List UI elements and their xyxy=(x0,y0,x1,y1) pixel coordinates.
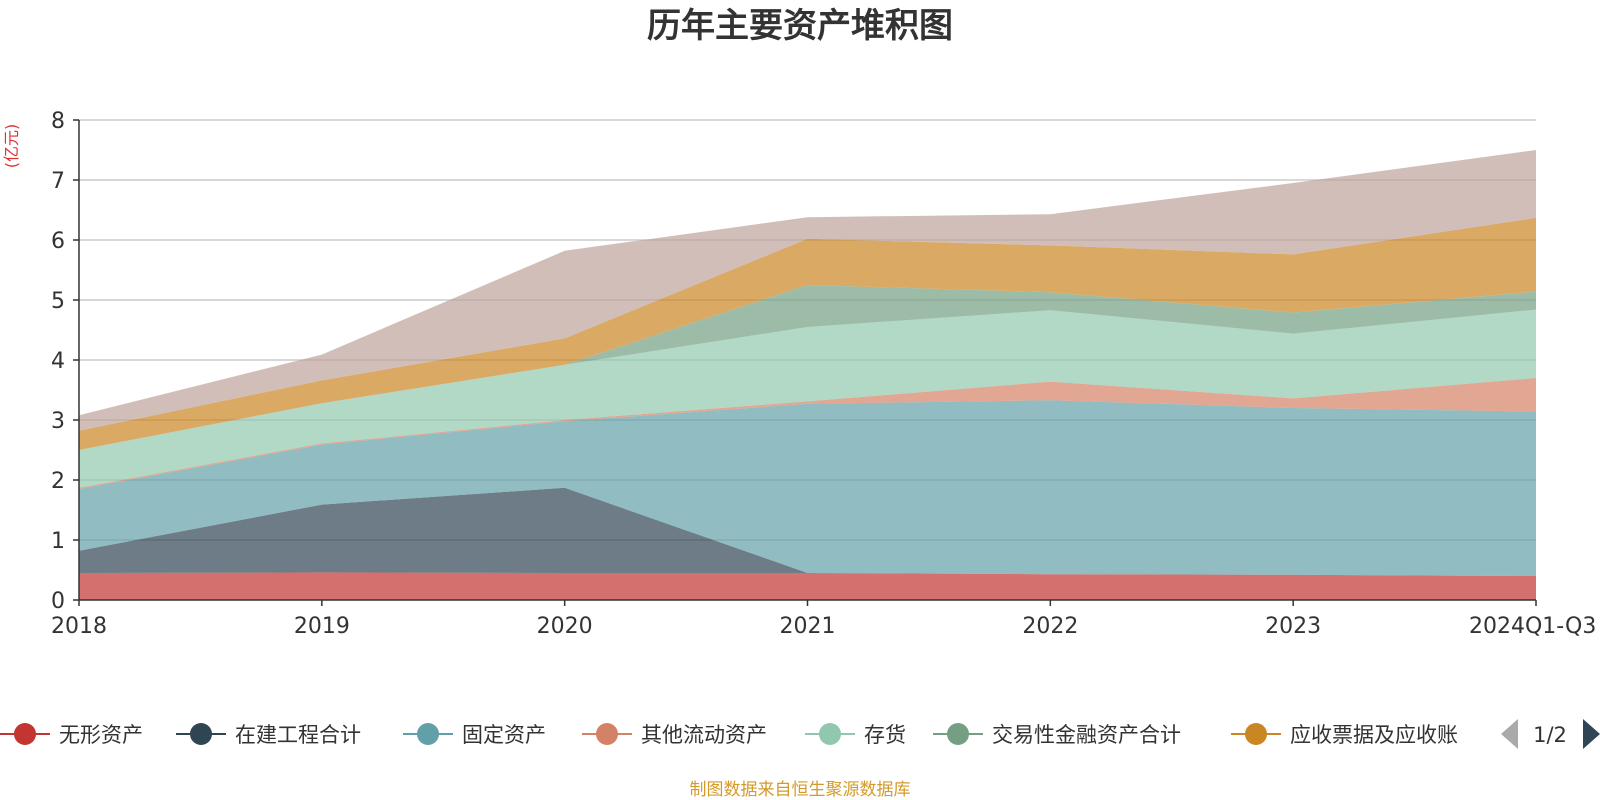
y-tick-label: 2 xyxy=(51,469,65,494)
axes: 0 1 2 3 4 5 6 7 8 2018 2019 2020 2021 2022 2023 2024Q1-… xyxy=(51,109,1596,639)
legend-label: 在建工程合计 xyxy=(235,723,361,747)
y-tick-label: 8 xyxy=(51,109,65,134)
legend-label: 存货 xyxy=(864,723,906,747)
legend-item[interactable]: 应收票据及应收账 xyxy=(1231,723,1458,747)
y-tick-label: 6 xyxy=(51,229,65,254)
legend-marker xyxy=(1245,723,1267,745)
legend-label: 无形资产 xyxy=(59,723,143,747)
legend-label: 应收票据及应收账 xyxy=(1290,723,1458,747)
legend-label: 固定资产 xyxy=(462,723,546,747)
y-tick-label: 0 xyxy=(51,589,65,614)
legend-marker xyxy=(947,723,969,745)
area-series-2[interactable] xyxy=(79,400,1536,576)
legend-marker xyxy=(14,723,36,745)
x-tick-label: 2018 xyxy=(51,614,107,639)
legend-item[interactable]: 固定资产 xyxy=(403,723,546,747)
legend-item[interactable]: 交易性金融资产合计 xyxy=(933,723,1181,747)
legend-marker xyxy=(819,723,841,745)
x-tick-label: 2022 xyxy=(1022,614,1078,639)
legend-page-indicator: 1/2 xyxy=(1533,723,1567,747)
legend-item[interactable]: 无形资产 xyxy=(0,723,143,747)
area-series-0[interactable] xyxy=(79,572,1536,600)
area-series-4[interactable] xyxy=(79,309,1536,488)
x-tick-label: 2019 xyxy=(294,614,350,639)
y-axis-unit-label: (亿元) xyxy=(2,124,21,169)
legend-item[interactable]: 其他流动资产 xyxy=(582,723,767,747)
area-series-7[interactable] xyxy=(79,150,1536,431)
x-tick-label: 2021 xyxy=(780,614,836,639)
legend-marker xyxy=(596,723,618,745)
legend-label: 交易性金融资产合计 xyxy=(992,723,1181,747)
legend-marker xyxy=(190,723,212,745)
legend-prev-page-icon[interactable] xyxy=(1501,719,1518,749)
area-series-layer xyxy=(79,150,1536,600)
legend: 无形资产 在建工程合计 固定资产 其他流动资产 存货 交易性金融资产合计 应收票据及应收账 1… xyxy=(0,719,1600,749)
chart-title: 历年主要资产堆积图 xyxy=(647,6,953,46)
area-series-6[interactable] xyxy=(79,217,1536,450)
legend-item[interactable]: 存货 xyxy=(805,723,906,747)
legend-pagination: 1/2 xyxy=(1501,719,1600,749)
y-tick-label: 5 xyxy=(51,289,65,314)
y-tick-label: 3 xyxy=(51,409,65,434)
y-tick-label: 1 xyxy=(51,529,65,554)
x-tick-label: 2024Q1-Q3 xyxy=(1469,614,1596,639)
y-tick-label: 4 xyxy=(51,349,65,374)
y-tick-label: 7 xyxy=(51,169,65,194)
area-series-1[interactable] xyxy=(79,487,1536,576)
data-source-note: 制图数据来自恒生聚源数据库 xyxy=(690,780,911,800)
legend-marker xyxy=(417,723,439,745)
area-series-5[interactable] xyxy=(79,285,1536,450)
legend-label: 其他流动资产 xyxy=(641,723,767,747)
x-tick-label: 2020 xyxy=(537,614,593,639)
x-tick-label: 2023 xyxy=(1265,614,1321,639)
legend-next-page-icon[interactable] xyxy=(1583,719,1600,749)
legend-item[interactable]: 在建工程合计 xyxy=(176,723,361,747)
